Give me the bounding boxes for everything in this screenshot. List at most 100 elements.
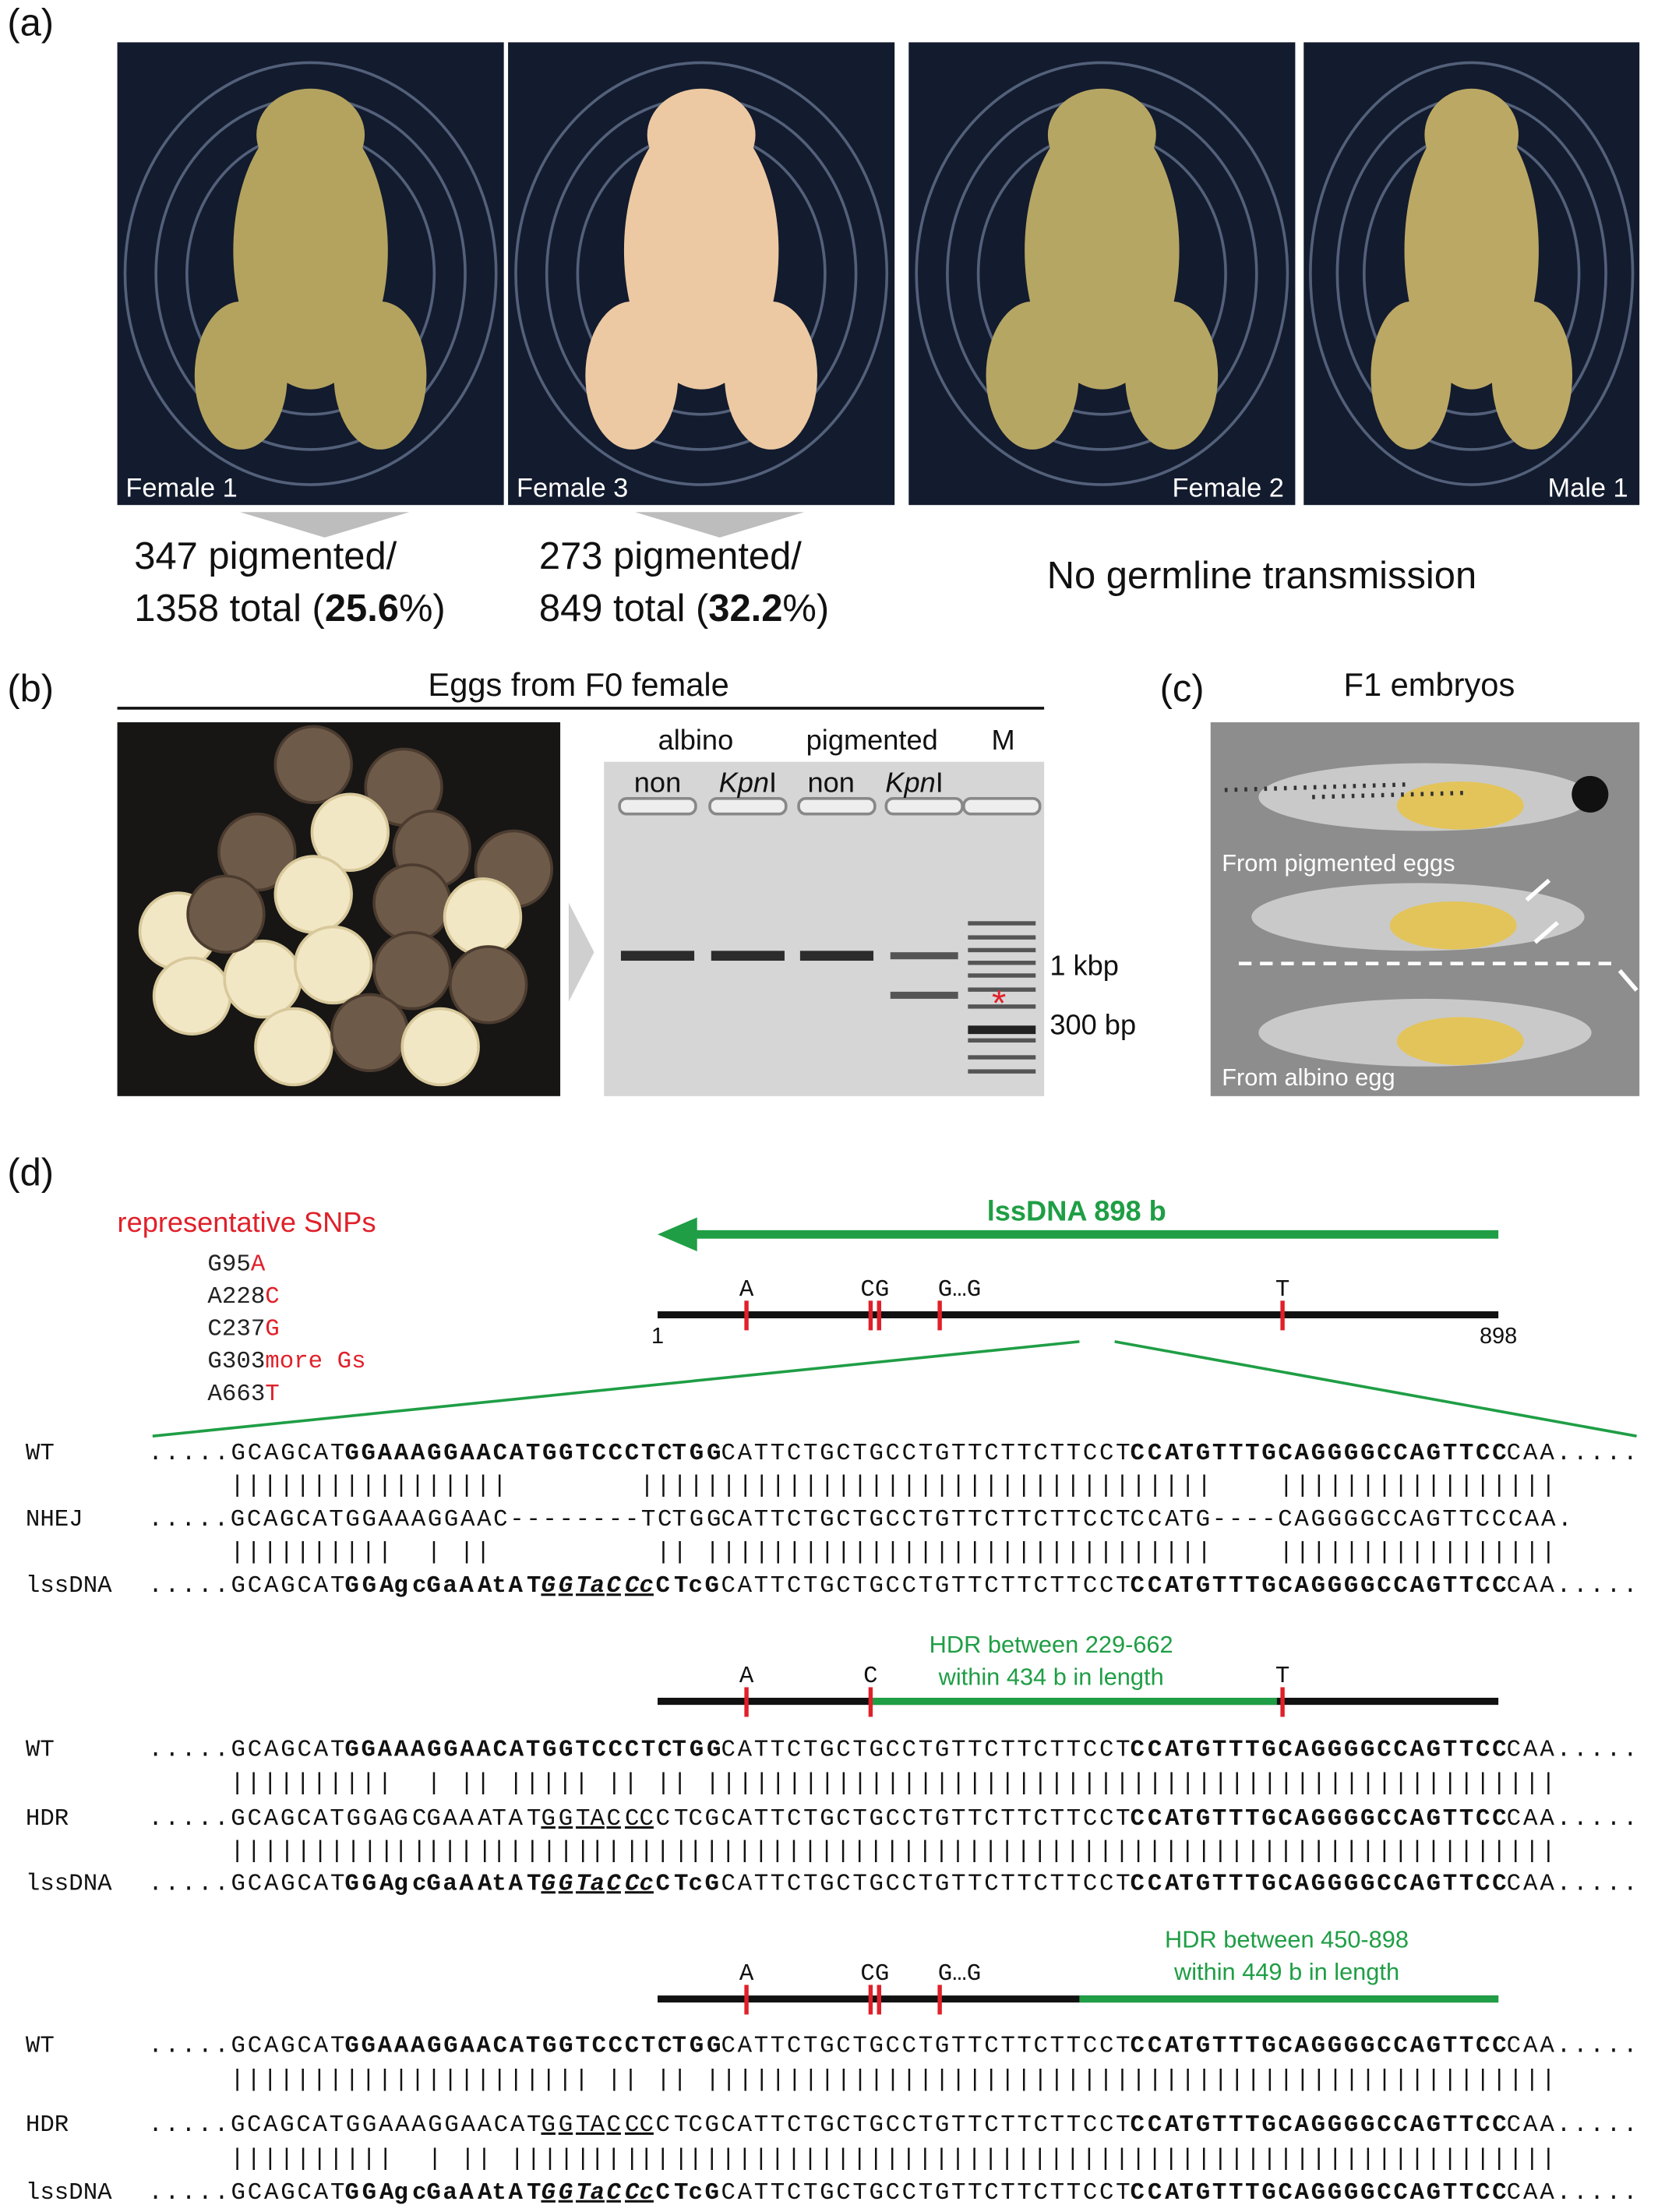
- sequence-segment: TGTTTGCAGGGGCCAGTTCC: [1180, 1736, 1507, 1763]
- sequence-segment: G: [426, 2179, 440, 2207]
- arrow: [635, 512, 805, 538]
- size-marker: 300 bp: [1049, 1009, 1136, 1041]
- sequence-segment: GGAAAGGAACATGGTCCCTC: [344, 1440, 672, 1467]
- sequence-segment: CAA.....: [1507, 1870, 1638, 1897]
- snp-ref: G95: [207, 1251, 250, 1278]
- yolk: [1396, 1017, 1524, 1065]
- sequence-segment: CC: [606, 2111, 639, 2139]
- row-label: WT: [26, 1440, 55, 1467]
- photo-caption: Female 1: [125, 473, 237, 503]
- lane-group: pigmented: [806, 724, 938, 756]
- sequence-segment: AA: [459, 2179, 492, 2207]
- yolk: [1389, 901, 1517, 950]
- zoom-line: [1114, 1340, 1637, 1438]
- arrow: [1525, 878, 1551, 902]
- ladder-band: [968, 1069, 1036, 1074]
- frog-body: [233, 111, 388, 390]
- sequence-segment: TGTTTGCAGGGGCCAGTTCC: [1180, 1870, 1507, 1897]
- sequence-segment: CATTCTGCTGCCTGTTCTTCTTCCT: [721, 1506, 1130, 1533]
- frog-body: [1404, 111, 1539, 390]
- sequence-segment: CATTCTGCTGCCTGTTCTTCTTCCT: [721, 1736, 1130, 1763]
- sequence-segment: TGTTTGCAGGGGCCAGTTCC: [1180, 2111, 1507, 2139]
- sequence-segment: GGT: [541, 2179, 591, 2207]
- sequence-segment: CAA.....: [1507, 1572, 1638, 1600]
- snp-title: representative SNPs: [118, 1206, 376, 1238]
- match-bars: ||||||||||||||||||||||||||||||||||||||||…: [704, 1838, 1555, 1865]
- gel-band: [890, 952, 958, 960]
- egg: [293, 925, 373, 1005]
- sequence-segment: GGAAAGGAACATGGTCCCTC: [344, 2032, 672, 2059]
- egg: [372, 863, 452, 943]
- sequence-segment: AA: [459, 1805, 492, 1833]
- match-bars: |: [688, 2145, 702, 2172]
- snp-mark: T: [1275, 1663, 1289, 1690]
- egg: [449, 945, 528, 1025]
- ladder-band: [968, 1038, 1036, 1043]
- sequence-segment: TGG: [672, 1440, 721, 1467]
- sequence-segment: GGA: [344, 1870, 394, 1897]
- sequence-segment: CC: [606, 2179, 640, 2207]
- photo-caption: Female 2: [1173, 473, 1284, 503]
- gel-well: [884, 796, 964, 816]
- snp: A228C: [207, 1283, 279, 1311]
- frog-head: [647, 88, 756, 182]
- snp-alt: T: [265, 1381, 279, 1408]
- count-line: 273 pigmented/: [539, 535, 802, 577]
- sequence-segment: GGA: [344, 1572, 394, 1600]
- gel-band: [711, 951, 785, 961]
- row-label: HDR: [26, 2111, 69, 2139]
- sequence-segment: CC: [606, 1805, 639, 1833]
- frog-head: [1424, 88, 1519, 182]
- sequence-segment: c: [639, 2179, 653, 2207]
- frog-body: [1025, 111, 1180, 390]
- sequence-segment: AA: [459, 1572, 492, 1600]
- match-bars: ||||||||||: [230, 1838, 393, 1865]
- sequence-segment: c: [688, 1572, 702, 1600]
- snp-ref: A228: [207, 1283, 265, 1311]
- arrow: [1617, 968, 1639, 992]
- snp-mark: A: [739, 1663, 754, 1690]
- snp-mark: G…G: [938, 1276, 981, 1304]
- lane-label-roman: non: [634, 766, 681, 798]
- dish-ring: [514, 61, 889, 486]
- sequence-segment: G: [426, 1870, 440, 1897]
- lane-label: non: [808, 766, 855, 798]
- match-bars: ||: [393, 1838, 426, 1865]
- snp-mark: CG: [860, 1276, 889, 1304]
- sequence-segment: TGTTTGCAGGGGCCAGTTCC: [1180, 2032, 1507, 2059]
- ladder-band: [968, 987, 1036, 992]
- sequence-segment: CCA: [1131, 1506, 1180, 1533]
- ladder-band: [968, 961, 1036, 965]
- sequence-segment: GC: [393, 1805, 426, 1833]
- sequence-segment: CATTCTGCTGCCTGTTCTTCTTCCT: [721, 1440, 1130, 1467]
- sequence-segment: TGTTTGCAGGGGCCAGTTCC: [1180, 2179, 1507, 2207]
- sequence-segment: a: [443, 2179, 457, 2207]
- ladder-band: [968, 935, 1036, 940]
- match-bars: ||||||||||||||||||||||||||||||||||||||||…: [704, 2145, 1555, 2172]
- sequence-segment: a: [443, 1870, 457, 1897]
- snp: G95A: [207, 1251, 265, 1278]
- caption: From pigmented eggs: [1222, 849, 1455, 877]
- snp: C237G: [207, 1316, 279, 1343]
- map-start: 1: [651, 1324, 664, 1349]
- sequence-segment: C: [688, 1805, 702, 1833]
- lane-label-roman: non: [808, 766, 855, 798]
- panel-label: (d): [7, 1152, 54, 1194]
- photo-caption: Male 1: [1547, 473, 1628, 503]
- match-bars: |: [443, 1838, 457, 1865]
- sequence-segment: t: [492, 2179, 506, 2207]
- hdr-note: HDR between 229-662: [930, 1631, 1173, 1658]
- egg: [330, 993, 410, 1073]
- row-label: WT: [26, 1736, 55, 1763]
- count-line: 1358 total (25.6%): [134, 587, 445, 630]
- sequence-segment: CATTCTGCTGCCTGTTCTTCTTCCT: [721, 1870, 1130, 1897]
- snp-alt: more Gs: [265, 1348, 365, 1375]
- sequence-segment: GGAAAGGAACATGGTCCCTC: [344, 1736, 672, 1763]
- match-bars: |: [590, 2145, 604, 2172]
- sequence-segment: G: [704, 1572, 718, 1600]
- frog-head: [1047, 88, 1156, 182]
- match-bars: |: [590, 1838, 604, 1865]
- count-part: 849 total (: [539, 587, 708, 630]
- gel-well: [708, 796, 788, 816]
- row-label: HDR: [26, 1805, 69, 1833]
